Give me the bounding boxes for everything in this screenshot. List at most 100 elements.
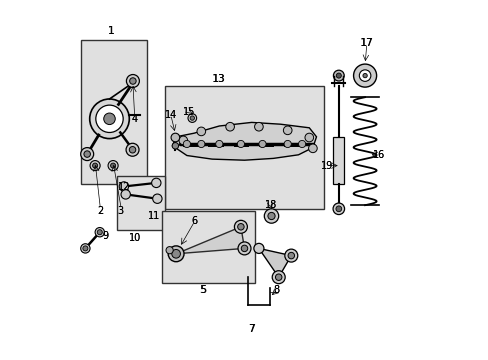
Circle shape bbox=[103, 113, 115, 125]
Bar bbox=[333, 137, 344, 184]
Text: 10: 10 bbox=[128, 233, 141, 243]
Text: 9: 9 bbox=[102, 231, 109, 241]
Text: 15: 15 bbox=[182, 107, 195, 117]
Circle shape bbox=[172, 143, 178, 149]
Text: 16: 16 bbox=[373, 150, 385, 160]
Circle shape bbox=[84, 151, 90, 157]
Circle shape bbox=[254, 122, 263, 131]
Circle shape bbox=[121, 190, 130, 199]
Text: 10: 10 bbox=[128, 233, 141, 243]
Bar bbox=[165, 86, 323, 209]
Bar bbox=[117, 176, 165, 230]
Circle shape bbox=[264, 209, 278, 223]
Circle shape bbox=[171, 249, 180, 258]
Text: 2: 2 bbox=[97, 206, 103, 216]
Polygon shape bbox=[176, 227, 244, 254]
Text: 5: 5 bbox=[200, 285, 206, 295]
Circle shape bbox=[284, 249, 297, 262]
Circle shape bbox=[298, 140, 305, 148]
Circle shape bbox=[168, 246, 183, 262]
Text: 2: 2 bbox=[97, 206, 103, 216]
Circle shape bbox=[81, 244, 90, 253]
Circle shape bbox=[333, 70, 344, 81]
Circle shape bbox=[129, 147, 136, 153]
Circle shape bbox=[126, 143, 139, 156]
Text: 18: 18 bbox=[265, 200, 277, 210]
Circle shape bbox=[96, 105, 123, 132]
Circle shape bbox=[332, 203, 344, 215]
Text: 14: 14 bbox=[164, 110, 177, 120]
Text: 9: 9 bbox=[102, 231, 109, 241]
Circle shape bbox=[237, 224, 244, 230]
Circle shape bbox=[151, 178, 161, 188]
Circle shape bbox=[283, 126, 291, 135]
Circle shape bbox=[90, 161, 100, 171]
Circle shape bbox=[284, 140, 291, 148]
Text: 3: 3 bbox=[117, 206, 123, 216]
Circle shape bbox=[92, 163, 98, 168]
Circle shape bbox=[108, 161, 118, 171]
Text: 16: 16 bbox=[373, 150, 385, 160]
Circle shape bbox=[234, 220, 247, 233]
Circle shape bbox=[190, 116, 194, 120]
Circle shape bbox=[287, 252, 294, 259]
Circle shape bbox=[353, 64, 376, 87]
Text: 4: 4 bbox=[131, 114, 138, 124]
Circle shape bbox=[179, 136, 187, 145]
Circle shape bbox=[275, 274, 282, 280]
Circle shape bbox=[152, 194, 162, 203]
Text: 14: 14 bbox=[164, 110, 177, 120]
Circle shape bbox=[225, 122, 234, 131]
Circle shape bbox=[183, 140, 190, 148]
Circle shape bbox=[335, 206, 341, 212]
Circle shape bbox=[82, 246, 88, 251]
Circle shape bbox=[110, 163, 115, 168]
Text: 17: 17 bbox=[359, 38, 373, 48]
Circle shape bbox=[81, 148, 94, 161]
Circle shape bbox=[359, 70, 370, 81]
Text: 19: 19 bbox=[321, 161, 333, 171]
Circle shape bbox=[89, 99, 129, 139]
Text: 8: 8 bbox=[273, 285, 280, 295]
Polygon shape bbox=[172, 122, 316, 160]
Circle shape bbox=[308, 144, 317, 153]
Text: 17: 17 bbox=[360, 38, 372, 48]
Text: 7: 7 bbox=[247, 324, 255, 334]
Text: 15: 15 bbox=[182, 107, 195, 117]
Circle shape bbox=[97, 230, 102, 235]
Text: 13: 13 bbox=[212, 74, 226, 84]
Text: 12: 12 bbox=[118, 182, 130, 192]
Circle shape bbox=[237, 140, 244, 148]
Text: 13: 13 bbox=[213, 74, 225, 84]
Circle shape bbox=[215, 140, 223, 148]
Circle shape bbox=[272, 271, 285, 284]
Circle shape bbox=[95, 228, 104, 237]
Circle shape bbox=[197, 140, 204, 148]
Text: 6: 6 bbox=[191, 216, 197, 226]
Text: 4: 4 bbox=[131, 114, 138, 124]
Text: 5: 5 bbox=[199, 285, 206, 295]
Text: 12: 12 bbox=[118, 182, 130, 192]
Text: 19: 19 bbox=[321, 161, 333, 171]
Text: 1: 1 bbox=[107, 26, 115, 36]
Text: 7: 7 bbox=[248, 324, 254, 334]
Circle shape bbox=[241, 245, 247, 252]
Circle shape bbox=[129, 78, 136, 84]
Polygon shape bbox=[258, 248, 291, 277]
Circle shape bbox=[336, 73, 341, 78]
Circle shape bbox=[171, 133, 179, 142]
Circle shape bbox=[258, 140, 265, 148]
Text: 18: 18 bbox=[265, 200, 277, 210]
Circle shape bbox=[166, 247, 173, 254]
Circle shape bbox=[197, 127, 205, 136]
Circle shape bbox=[267, 212, 275, 220]
Text: 1: 1 bbox=[108, 26, 114, 36]
Text: 8: 8 bbox=[273, 285, 280, 295]
Text: 3: 3 bbox=[117, 206, 123, 216]
Text: 11: 11 bbox=[148, 211, 160, 221]
Circle shape bbox=[238, 242, 250, 255]
Text: 6: 6 bbox=[191, 216, 197, 226]
Circle shape bbox=[187, 114, 196, 122]
Bar bbox=[162, 211, 255, 283]
Bar bbox=[81, 40, 147, 184]
